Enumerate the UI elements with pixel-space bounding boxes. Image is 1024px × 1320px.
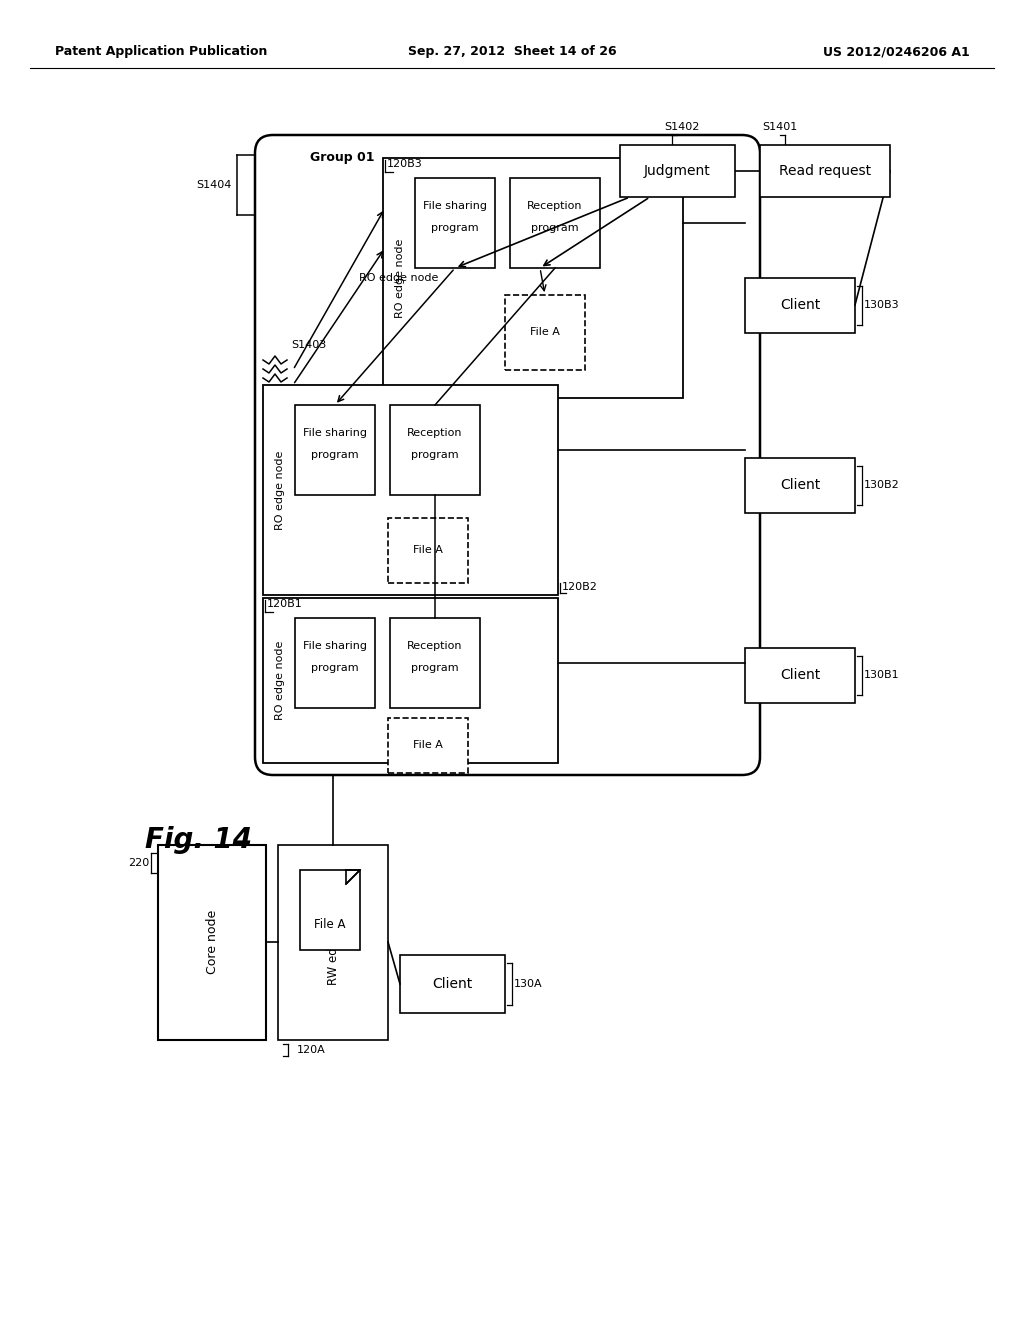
Bar bbox=[388, 517, 468, 583]
Text: 130B3: 130B3 bbox=[864, 300, 900, 310]
Bar bbox=[415, 178, 495, 268]
Text: RO edge node: RO edge node bbox=[275, 640, 285, 719]
Text: program: program bbox=[531, 223, 579, 234]
Text: Client: Client bbox=[780, 668, 820, 682]
Text: 120B2: 120B2 bbox=[562, 582, 598, 591]
Text: Group 01: Group 01 bbox=[310, 150, 375, 164]
Bar bbox=[390, 618, 480, 708]
Bar bbox=[263, 385, 558, 595]
Bar bbox=[295, 405, 375, 495]
Bar bbox=[760, 145, 890, 197]
Text: 120B3: 120B3 bbox=[387, 158, 423, 169]
Bar bbox=[745, 648, 855, 704]
Bar bbox=[510, 178, 600, 268]
Bar bbox=[745, 458, 855, 513]
Text: Core node: Core node bbox=[206, 909, 218, 974]
Text: S1402: S1402 bbox=[665, 121, 699, 132]
Text: 120B1: 120B1 bbox=[267, 599, 303, 609]
Text: File sharing: File sharing bbox=[303, 428, 367, 438]
Text: program: program bbox=[412, 663, 459, 673]
Text: RO edge node: RO edge node bbox=[275, 450, 285, 529]
Text: Reception: Reception bbox=[527, 201, 583, 211]
Text: program: program bbox=[412, 450, 459, 459]
Text: 130B2: 130B2 bbox=[864, 480, 900, 490]
Text: 130B1: 130B1 bbox=[864, 671, 900, 680]
Text: RO edge node: RO edge node bbox=[359, 273, 438, 282]
Bar bbox=[400, 954, 505, 1012]
Text: Reception: Reception bbox=[408, 642, 463, 651]
Text: RO edge node: RO edge node bbox=[395, 239, 406, 318]
Text: S1403: S1403 bbox=[291, 341, 327, 350]
Text: program: program bbox=[311, 450, 358, 459]
Text: program: program bbox=[431, 223, 479, 234]
Text: Reception: Reception bbox=[408, 428, 463, 438]
Bar bbox=[158, 845, 266, 1040]
Text: Judgment: Judgment bbox=[644, 164, 711, 178]
Bar bbox=[383, 158, 683, 399]
Text: S1401: S1401 bbox=[763, 121, 798, 132]
Bar bbox=[505, 294, 585, 370]
Text: File sharing: File sharing bbox=[423, 201, 487, 211]
Text: program: program bbox=[311, 663, 358, 673]
Text: 120A: 120A bbox=[297, 1045, 326, 1055]
Text: File A: File A bbox=[530, 327, 560, 337]
Text: RW edge node: RW edge node bbox=[327, 899, 340, 985]
Text: File A: File A bbox=[314, 919, 346, 932]
Bar bbox=[388, 718, 468, 774]
Bar bbox=[745, 279, 855, 333]
Text: 220: 220 bbox=[128, 858, 150, 869]
Bar bbox=[278, 845, 388, 1040]
Bar bbox=[295, 618, 375, 708]
Text: Client: Client bbox=[780, 298, 820, 312]
FancyBboxPatch shape bbox=[255, 135, 760, 775]
Bar bbox=[300, 870, 360, 950]
Text: US 2012/0246206 A1: US 2012/0246206 A1 bbox=[823, 45, 970, 58]
Text: Sep. 27, 2012  Sheet 14 of 26: Sep. 27, 2012 Sheet 14 of 26 bbox=[408, 45, 616, 58]
Bar bbox=[620, 145, 735, 197]
Bar bbox=[263, 598, 558, 763]
Text: Patent Application Publication: Patent Application Publication bbox=[55, 45, 267, 58]
Text: Client: Client bbox=[780, 478, 820, 492]
Text: S1404: S1404 bbox=[197, 180, 232, 190]
Text: File sharing: File sharing bbox=[303, 642, 367, 651]
Bar bbox=[390, 405, 480, 495]
Text: Client: Client bbox=[432, 977, 472, 991]
Text: File A: File A bbox=[413, 545, 443, 554]
Text: 130A: 130A bbox=[514, 979, 543, 989]
Text: File A: File A bbox=[413, 741, 443, 750]
Text: Fig. 14: Fig. 14 bbox=[145, 826, 252, 854]
Text: Read request: Read request bbox=[779, 164, 871, 178]
